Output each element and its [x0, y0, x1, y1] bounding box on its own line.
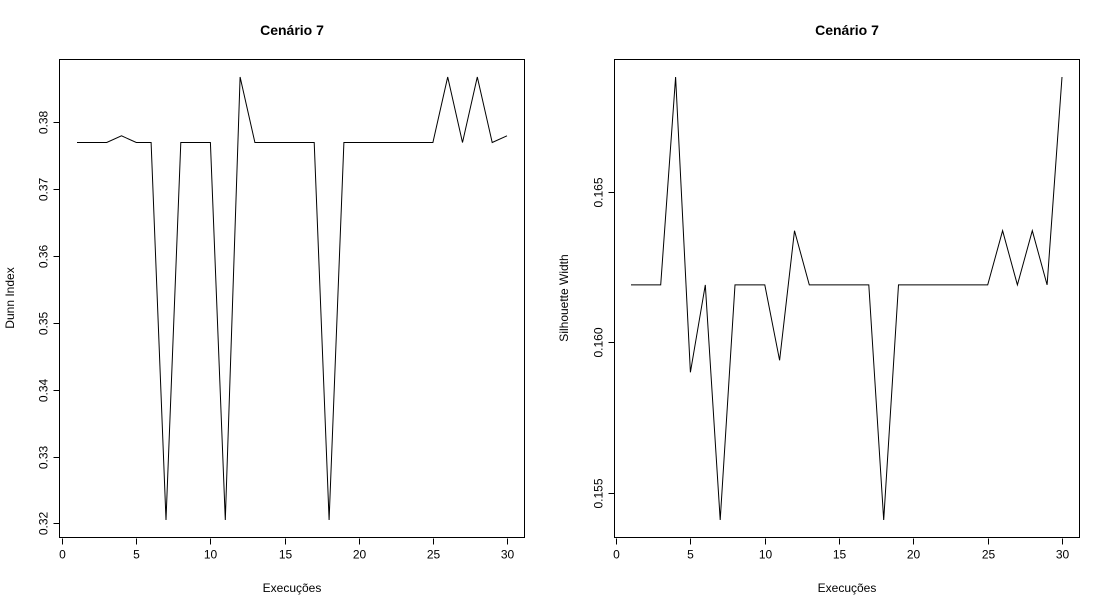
x-tick-label: 10 [204, 548, 218, 562]
x-tick-label: 0 [613, 548, 620, 562]
dunn-index-panel: Cenário 7 0 5 10 15 20 25 30 0.32 0.33 0.34 0.35 0.… [3, 22, 525, 595]
x-tick-label: 10 [759, 548, 773, 562]
plot-frame [614, 59, 1080, 538]
x-tick-label: 25 [982, 548, 996, 562]
x-tick-label: 20 [907, 548, 921, 562]
x-tick-label: 30 [1056, 548, 1070, 562]
y-tick-label: 0.38 [37, 110, 51, 134]
plot-title: Cenário 7 [815, 22, 879, 38]
y-tick-label: 0.155 [592, 478, 606, 508]
axis-ticks: 0 5 10 15 20 25 30 0.155 0.160 0.165 [592, 177, 1070, 561]
x-tick-label: 25 [427, 548, 441, 562]
x-tick-label: 30 [501, 548, 515, 562]
plot-frame [59, 59, 525, 538]
x-tick-label: 0 [59, 548, 66, 562]
plot-title: Cenário 7 [260, 22, 324, 38]
y-tick-label: 0.165 [592, 177, 606, 207]
x-tick-label: 5 [133, 548, 140, 562]
x-tick-label: 20 [353, 548, 367, 562]
y-tick-label: 0.34 [37, 378, 51, 402]
axis-ticks: 0 5 10 15 20 25 30 0.32 0.33 0.34 0.35 0.36 0.37 0.38 [37, 110, 515, 561]
dunn-index-line [77, 76, 508, 521]
x-tick-label: 5 [687, 548, 694, 562]
silhouette-width-line [631, 76, 1063, 521]
x-tick-label: 15 [833, 548, 847, 562]
x-tick-label: 15 [279, 548, 293, 562]
x-axis-label: Execuções [263, 581, 322, 595]
y-tick-label: 0.33 [37, 445, 51, 469]
silhouette-width-panel: Cenário 7 0 5 10 15 20 25 30 0.155 0.160 0.165 Ex… [557, 22, 1080, 595]
y-tick-label: 0.32 [37, 511, 51, 535]
y-axis-label: Silhouette Width [557, 254, 571, 341]
x-axis-label: Execuções [818, 581, 877, 595]
y-tick-label: 0.160 [592, 327, 606, 357]
y-axis-label: Dunn Index [3, 267, 17, 328]
y-tick-label: 0.35 [37, 311, 51, 335]
y-tick-label: 0.37 [37, 177, 51, 201]
y-tick-label: 0.36 [37, 244, 51, 268]
